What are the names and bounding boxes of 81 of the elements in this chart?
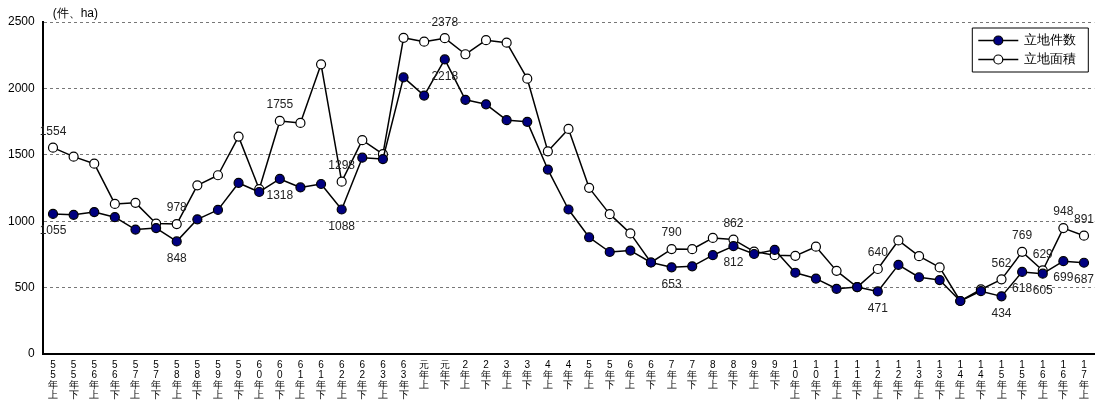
x-tick-label: 9年上 (749, 358, 760, 390)
x-tick-label: 17年上 (1078, 358, 1089, 400)
x-tick-label: 2年下 (481, 358, 492, 390)
x-tick-label: 59年上 (212, 358, 223, 400)
y-tick-label: 1500 (7, 147, 36, 162)
x-tick-label: 3年上 (501, 358, 512, 390)
data-label: 434 (991, 305, 1012, 320)
data-label: 640 (867, 245, 889, 260)
x-tick-label: 8年上 (707, 358, 718, 390)
x-tick-label: 15年上 (996, 358, 1007, 400)
x-tick-label: 16年下 (1058, 358, 1069, 400)
x-tick-label: 5年上 (584, 358, 595, 390)
data-label: 605 (1032, 282, 1054, 297)
x-tick-label: 61年下 (316, 358, 327, 400)
data-label: 653 (661, 276, 682, 291)
data-label: 1318 (266, 188, 294, 203)
x-tick-label: 57年上 (130, 358, 141, 400)
data-label: 699 (1053, 270, 1074, 285)
data-label: 2378 (431, 14, 459, 29)
x-tick-label: 5年下 (604, 358, 615, 390)
x-tick-label: 58年下 (192, 358, 203, 400)
x-tick-label: 16年上 (1037, 358, 1048, 400)
y-tick-label: 1000 (7, 213, 36, 228)
x-tick-label: 元年上 (419, 358, 430, 390)
data-label: 862 (723, 215, 744, 230)
x-tick-label: 60年上 (254, 358, 265, 400)
x-tick-label: 13年下 (934, 358, 945, 400)
x-tick-label: 14年下 (975, 358, 986, 400)
x-tick-label: 15年下 (1017, 358, 1028, 400)
x-tick-label: 62年下 (357, 358, 368, 400)
x-tick-label: 7年下 (687, 358, 698, 390)
legend-label: 立地面積 (1024, 51, 1077, 67)
x-tick-label: 6年下 (645, 358, 656, 390)
y-tick-label: 500 (14, 279, 36, 294)
x-tick-label: 8年下 (728, 358, 739, 390)
x-tick-label: 63年下 (398, 358, 409, 400)
data-label: 471 (867, 300, 889, 315)
data-label: 978 (166, 200, 188, 215)
data-label: 769 (1012, 228, 1033, 243)
x-tick-label: 元年下 (439, 358, 450, 390)
x-tick-label: 12年下 (893, 358, 904, 400)
y-tick-label: 2500 (7, 14, 36, 29)
data-label: 948 (1053, 204, 1074, 219)
legend-label: 立地件数 (1024, 32, 1077, 48)
data-label: 891 (1073, 211, 1095, 226)
data-label: 1755 (266, 97, 294, 112)
x-tick-label: 62年上 (336, 358, 347, 400)
y-tick-label: 0 (28, 346, 36, 361)
x-tick-label: 59年下 (233, 358, 244, 400)
y-axis-title: (件、ha) (52, 6, 99, 21)
x-tick-label: 56年下 (109, 358, 120, 400)
x-tick-label: 13年上 (914, 358, 925, 400)
x-tick-label: 11年下 (852, 358, 863, 400)
x-tick-label: 63年上 (377, 358, 388, 400)
data-label: 618 (1012, 281, 1033, 296)
x-tick-label: 4年上 (542, 358, 553, 390)
x-tick-label: 11年上 (831, 358, 842, 400)
x-tick-label: 55年下 (68, 358, 79, 400)
x-tick-label: 10年下 (810, 358, 821, 400)
y-tick-label: 2000 (7, 80, 36, 95)
x-tick-label: 10年上 (790, 358, 801, 400)
data-label: 1088 (328, 218, 356, 233)
x-tick-label: 58年上 (171, 358, 182, 400)
x-tick-label: 3年下 (522, 358, 533, 390)
x-tick-label: 14年上 (955, 358, 966, 400)
x-tick-label: 56年上 (89, 358, 100, 400)
x-tick-label: 57年下 (151, 358, 162, 400)
x-tick-label: 12年上 (872, 358, 883, 400)
data-label: 687 (1073, 272, 1095, 287)
x-tick-label: 55年上 (48, 358, 59, 400)
x-tick-label: 7年上 (666, 358, 677, 390)
data-label: 848 (166, 250, 188, 265)
data-label: 812 (723, 255, 744, 270)
x-tick-label: 4年下 (563, 358, 574, 390)
x-tick-label: 60年下 (274, 358, 285, 400)
x-tick-label: 9年下 (769, 358, 780, 390)
x-tick-label: 6年上 (625, 358, 636, 390)
data-label: 562 (991, 255, 1012, 270)
data-label: 790 (661, 225, 682, 240)
x-tick-label: 2年上 (460, 358, 471, 390)
x-tick-label: 61年上 (295, 358, 306, 400)
